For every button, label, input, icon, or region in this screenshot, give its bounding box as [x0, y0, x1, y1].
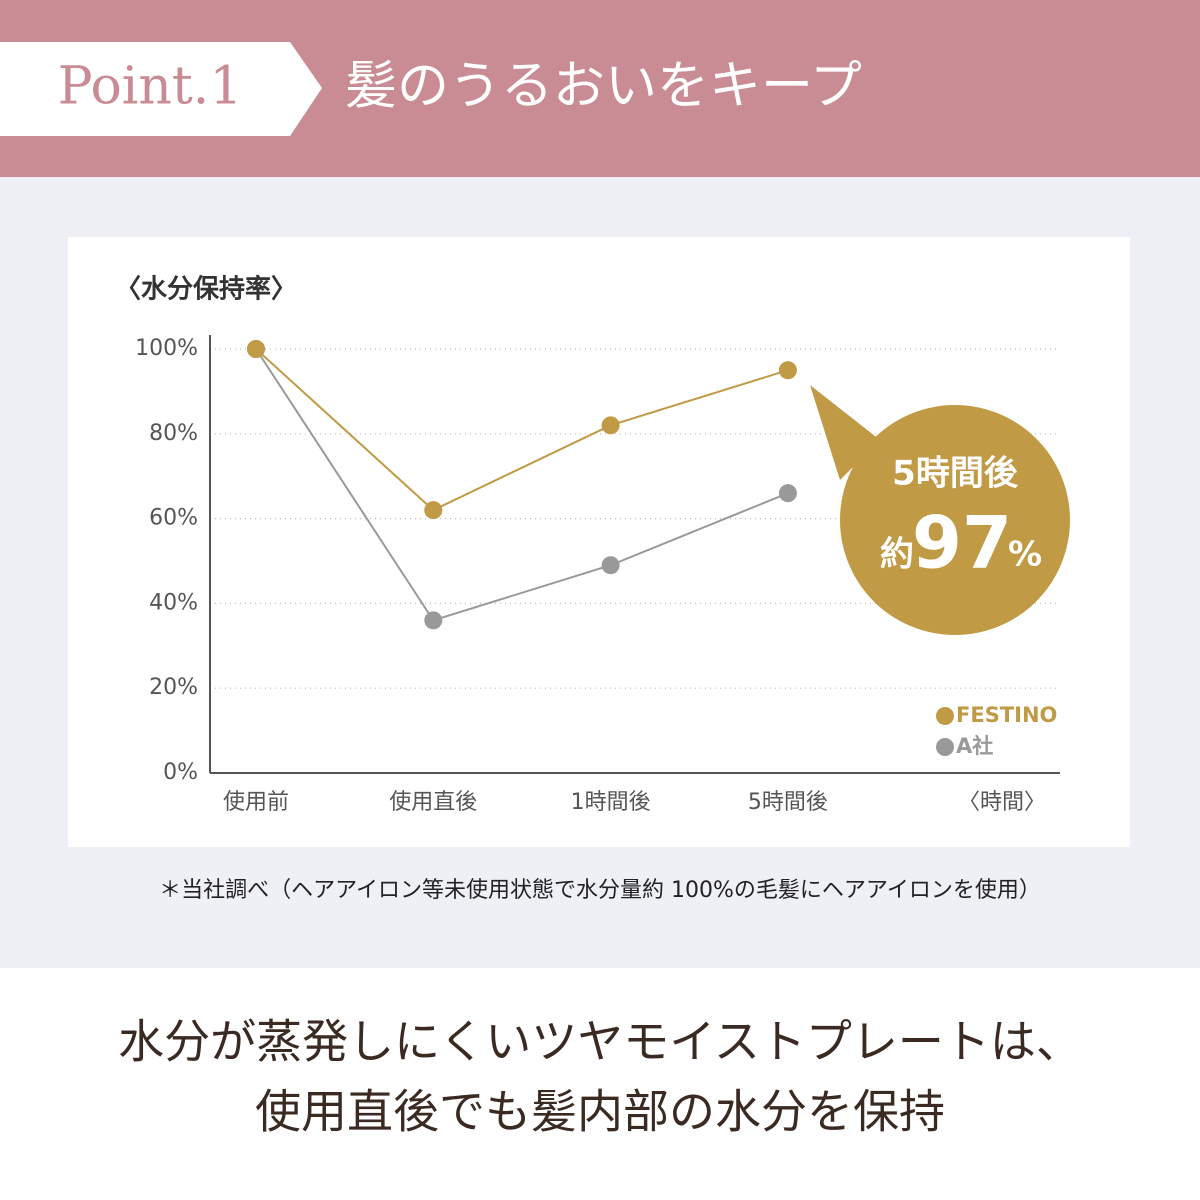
data-point: [424, 611, 443, 630]
callout-unit: %: [1008, 535, 1042, 575]
x-tick-label: 使用直後: [389, 790, 477, 815]
callout-prefix: 約: [880, 535, 914, 575]
legend-label: A社: [956, 734, 993, 758]
footnote: ＊当社調べ（ヘアアイロン等未使用状態で水分量約 100%の毛髪にヘアアイロンを使…: [159, 878, 1041, 903]
legend-label: FESTINO: [956, 703, 1057, 727]
data-point: [601, 556, 620, 575]
series-line: [255, 348, 789, 622]
header-title: 髪のうるおいをキープ: [345, 57, 862, 117]
data-point: [247, 340, 265, 358]
badge: Point.1: [58, 57, 243, 117]
data-point: [778, 361, 797, 380]
x-tick-label: 5時間後: [748, 790, 828, 815]
y-tick-label: 80%: [149, 421, 198, 446]
series-line: [255, 348, 789, 512]
y-tick-label: 0%: [163, 760, 198, 785]
y-tick-label: 100%: [135, 336, 198, 361]
x-tick-label: 使用前: [223, 790, 289, 815]
data-point: [424, 501, 443, 520]
x-axis-label: 〈時間〉: [958, 790, 1046, 815]
y-tick-label: 40%: [149, 590, 198, 615]
legend-marker: [936, 738, 954, 756]
callout-title: 5時間後: [892, 454, 1019, 494]
data-point: [778, 484, 797, 503]
y-tick-label: 20%: [149, 675, 198, 700]
badge-shape: [0, 42, 322, 136]
y-axis-label: 〈水分保持率〉: [115, 274, 297, 305]
y-tick-label: 60%: [149, 506, 198, 531]
caption-line: 使用直後でも髪内部の水分を保持: [255, 1085, 945, 1139]
legend-marker: [936, 707, 954, 725]
callout-number: 97: [912, 501, 1012, 585]
callout: [840, 405, 1070, 635]
caption-line: 水分が蒸発しにくいツヤモイストプレートは、: [118, 1015, 1082, 1069]
data-point: [601, 416, 620, 435]
x-tick-label: 1時間後: [571, 790, 651, 815]
